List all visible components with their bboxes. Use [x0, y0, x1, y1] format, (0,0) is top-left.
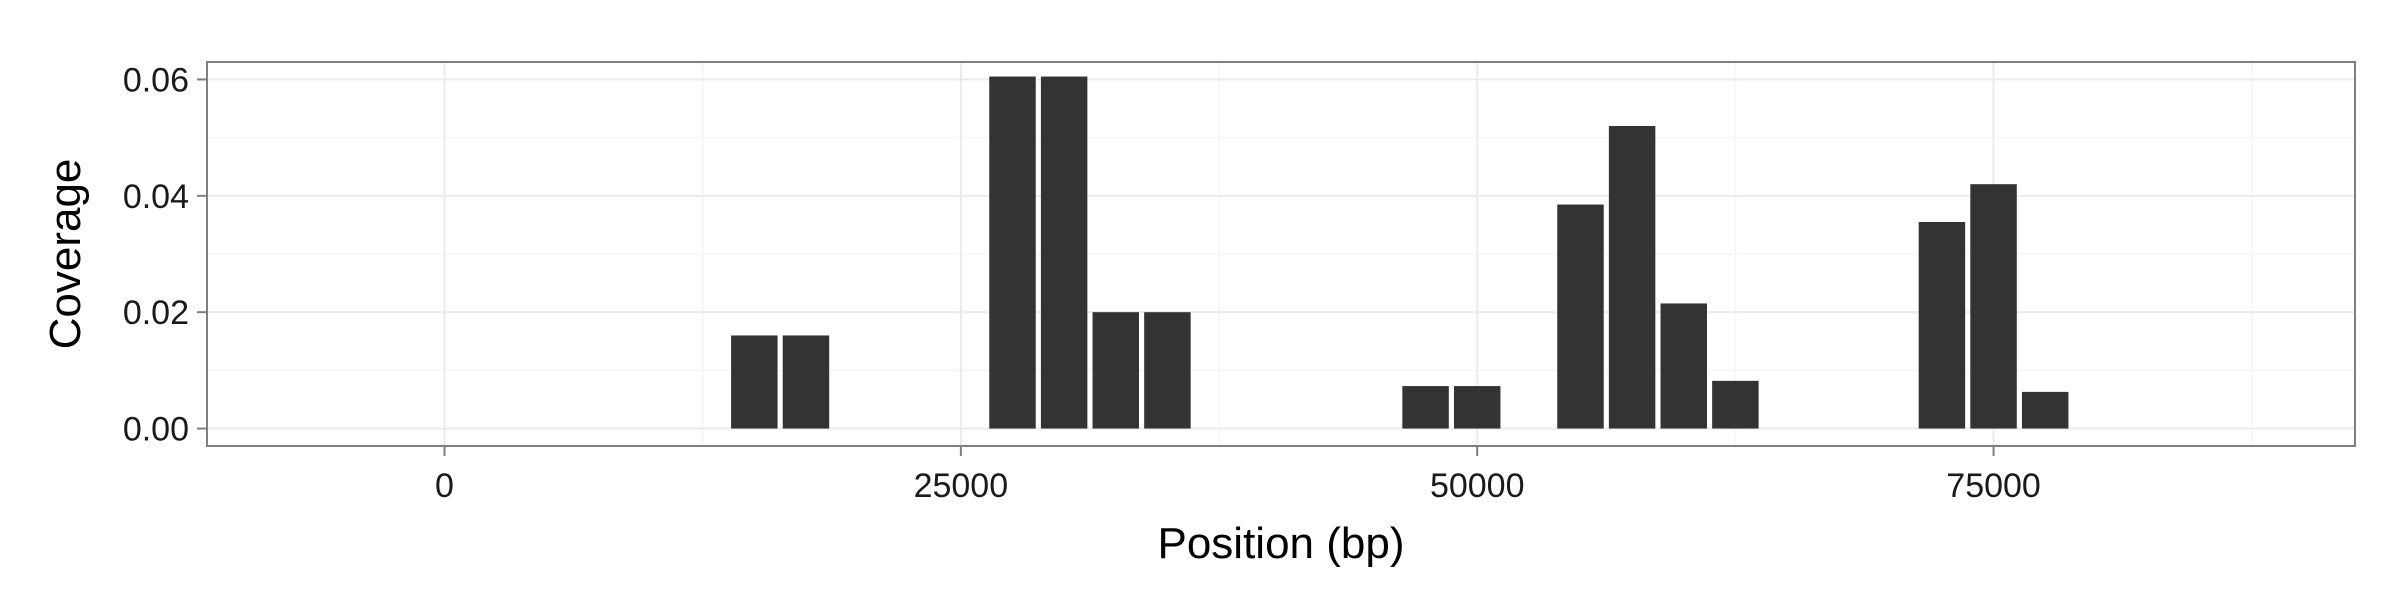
bar — [2021, 391, 2069, 429]
bar — [989, 76, 1036, 429]
bar — [1970, 184, 2017, 429]
bar — [1092, 312, 1140, 429]
bar — [1712, 380, 1759, 429]
bar — [782, 335, 830, 429]
bar — [1040, 76, 1088, 429]
x-tick-label: 50000 — [1430, 467, 1525, 505]
bar — [1402, 386, 1449, 429]
y-tick-label: 0.00 — [123, 411, 189, 449]
bars — [731, 76, 2069, 429]
x-tick-label: 75000 — [1946, 467, 2041, 505]
bar — [1453, 386, 1501, 429]
x-axis-title: Position (bp) — [1157, 519, 1404, 568]
bar — [1608, 126, 1656, 429]
y-tick-label: 0.06 — [123, 61, 189, 99]
y-axis-title: Coverage — [41, 159, 90, 350]
y-axis: 0.00 0.02 0.04 0.06 — [123, 61, 207, 449]
y-tick-label: 0.04 — [123, 178, 189, 216]
x-tick-label: 25000 — [914, 467, 1009, 505]
x-axis: 0 25000 50000 75000 — [435, 446, 2041, 505]
bar — [1660, 303, 1707, 429]
panel-border — [206, 61, 2356, 447]
y-tick-label: 0.02 — [123, 294, 189, 332]
x-tick-label: 0 — [435, 467, 454, 505]
bar — [1918, 222, 1966, 429]
bar — [1144, 312, 1191, 429]
bar — [1557, 204, 1604, 429]
bar — [731, 335, 778, 429]
